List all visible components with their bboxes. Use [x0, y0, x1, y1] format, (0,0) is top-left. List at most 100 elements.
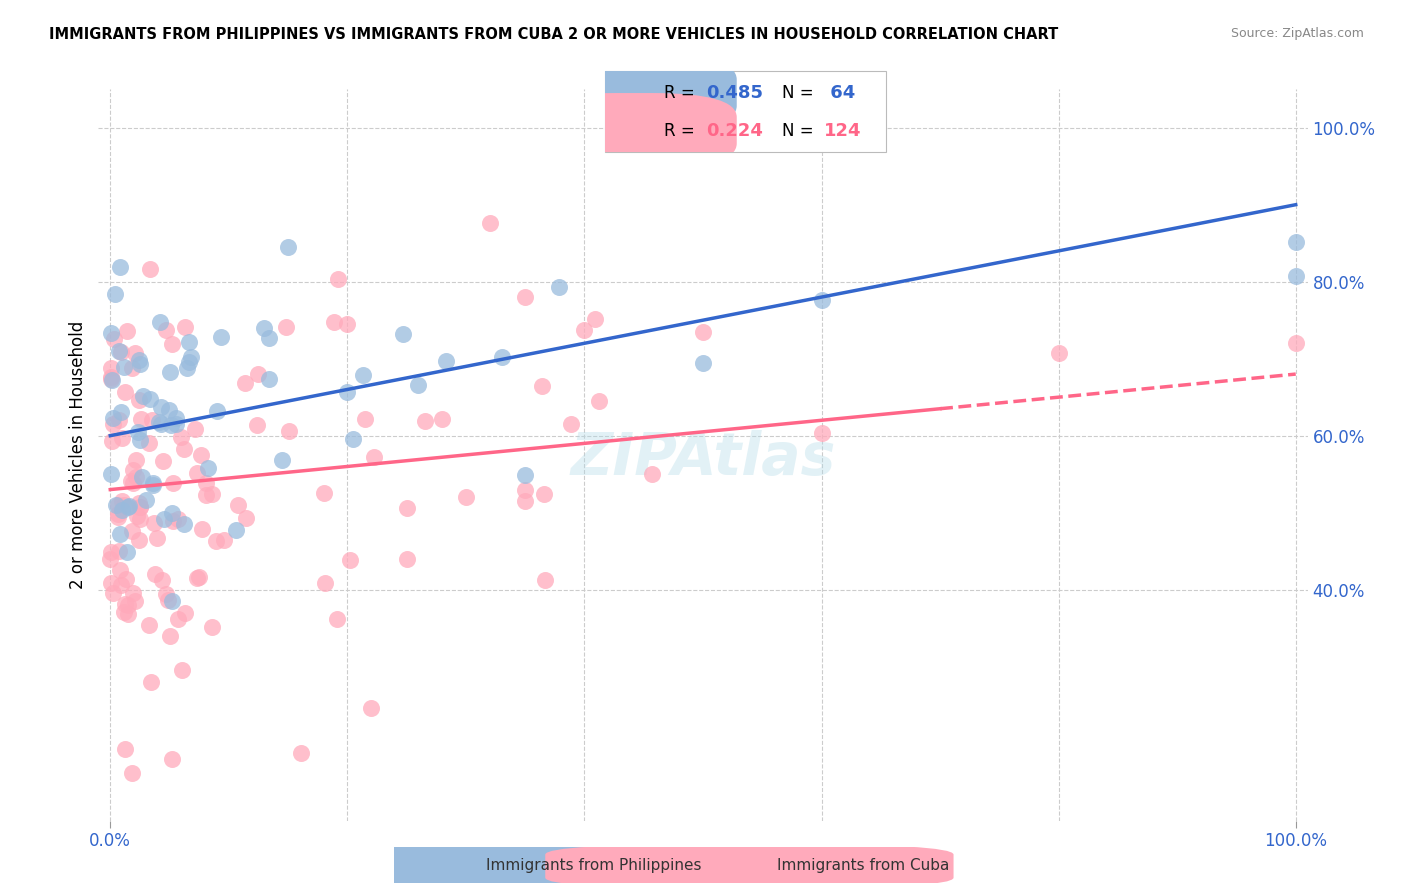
Point: [186, 466, 208, 480]
Point: [173, 516, 195, 531]
Point: [201, 620, 224, 634]
Point: [197, 460, 219, 475]
Point: [107, 498, 129, 512]
Point: [107, 509, 129, 524]
Point: [114, 385, 136, 400]
Point: [101, 411, 124, 425]
Point: [127, 508, 149, 523]
Point: [353, 411, 375, 425]
Text: R =: R =: [664, 84, 700, 102]
Point: [138, 435, 160, 450]
Point: [150, 573, 173, 587]
Point: [120, 474, 142, 488]
Point: [170, 663, 193, 677]
Point: [100, 545, 122, 559]
Text: R =: R =: [664, 122, 700, 140]
Point: [132, 389, 155, 403]
Point: [432, 411, 454, 425]
Point: [478, 216, 501, 230]
Point: [117, 607, 139, 621]
Point: [434, 354, 457, 368]
Point: [515, 290, 537, 304]
Point: [314, 576, 336, 591]
Point: [155, 587, 177, 601]
Point: [1285, 235, 1308, 249]
Point: [180, 350, 202, 364]
Point: [143, 567, 166, 582]
Point: [153, 512, 176, 526]
Point: [100, 372, 122, 386]
Point: [201, 487, 224, 501]
Point: [342, 432, 364, 446]
Point: [533, 487, 555, 501]
FancyBboxPatch shape: [254, 844, 662, 888]
Point: [515, 493, 537, 508]
Point: [247, 367, 270, 381]
Point: [149, 417, 172, 431]
Point: [165, 410, 187, 425]
Point: [129, 357, 152, 371]
Point: [177, 355, 200, 369]
Point: [641, 467, 664, 481]
Text: 124: 124: [824, 122, 862, 140]
Text: N =: N =: [782, 84, 818, 102]
Point: [363, 450, 385, 465]
Point: [165, 417, 187, 431]
Point: [103, 332, 125, 346]
Point: [233, 376, 256, 390]
Point: [583, 312, 606, 326]
Point: [188, 569, 211, 583]
Point: [290, 746, 312, 760]
Point: [114, 572, 136, 586]
Point: [114, 597, 136, 611]
Point: [278, 424, 301, 438]
Point: [152, 454, 174, 468]
Point: [167, 612, 190, 626]
Point: [124, 346, 146, 360]
Point: [115, 324, 138, 338]
Point: [128, 500, 150, 514]
Point: [253, 321, 276, 335]
Point: [104, 499, 127, 513]
Point: [530, 379, 553, 393]
Point: [170, 430, 193, 444]
Point: [395, 552, 418, 566]
Point: [131, 470, 153, 484]
Point: [128, 533, 150, 547]
Text: 64: 64: [824, 84, 855, 102]
Point: [108, 260, 131, 274]
Point: [142, 476, 165, 491]
Point: [110, 578, 132, 592]
Point: [124, 470, 146, 484]
Point: [160, 417, 183, 432]
Point: [108, 344, 131, 359]
Point: [98, 551, 121, 566]
Point: [129, 433, 152, 447]
Point: [110, 404, 132, 418]
Text: IMMIGRANTS FROM PHILIPPINES VS IMMIGRANTS FROM CUBA 2 OR MORE VEHICLES IN HOUSEH: IMMIGRANTS FROM PHILIPPINES VS IMMIGRANT…: [49, 27, 1059, 42]
Point: [513, 483, 536, 497]
Point: [148, 415, 170, 429]
Point: [108, 527, 131, 541]
Point: [392, 326, 415, 341]
Point: [352, 368, 374, 382]
Point: [135, 492, 157, 507]
Point: [226, 498, 249, 512]
Point: [111, 503, 134, 517]
Point: [271, 452, 294, 467]
Point: [257, 372, 280, 386]
Point: [129, 511, 152, 525]
Point: [108, 412, 131, 426]
Point: [117, 598, 139, 612]
FancyBboxPatch shape: [605, 71, 886, 152]
Point: [810, 293, 832, 307]
Point: [166, 512, 188, 526]
Point: [177, 335, 200, 350]
Point: [174, 606, 197, 620]
Point: [160, 752, 183, 766]
Point: [108, 563, 131, 577]
Point: [195, 476, 218, 491]
Point: [235, 511, 257, 525]
Point: [184, 422, 207, 436]
Point: [157, 402, 180, 417]
